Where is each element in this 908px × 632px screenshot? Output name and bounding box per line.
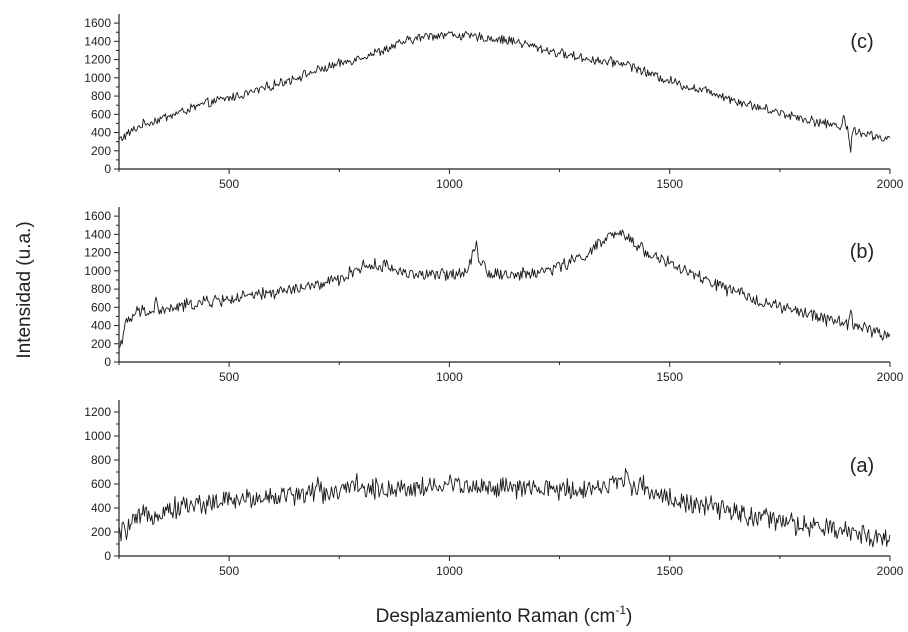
panel-a-x-tick-label: 500 [219,564,239,578]
panel-b-label: (b) [850,241,874,263]
panel-c-y-tick-label: 0 [104,162,111,176]
panel-b-x-tick-label: 1000 [436,370,463,384]
panel-b-y-tick-label: 1600 [84,209,111,223]
panel-b-x-tick-label: 500 [219,370,239,384]
panel-a-y-tick-label: 400 [91,501,111,515]
panel-a-y-tick-label: 0 [104,549,111,563]
panel-b-spectrum-line [118,229,891,348]
panel-c-x-tick-label: 1000 [436,177,463,191]
panel-c-y-tick-label: 200 [91,144,111,158]
panel-a-label: (a) [850,455,874,477]
panel-a-y-tick-label: 800 [91,453,111,467]
panel-b-y-tick-label: 1000 [84,264,111,278]
panel-c-x-tick-label: 2000 [877,177,904,191]
panel-a-x-tick-label: 1500 [656,564,683,578]
panel-c-x-tick-label: 1500 [656,177,683,191]
panel-b-y-tick-label: 400 [91,319,111,333]
panel-a-x-tick-label: 2000 [877,564,904,578]
panel-c: 0 200 400 600 800 1000 1200 1400 1600 500 1000 1500… [84,14,904,191]
panel-c-label: (c) [850,31,873,53]
panel-c-y-tick-label: 400 [91,126,111,140]
panel-c-y-tick-label: 600 [91,107,111,121]
panel-b-x-tick-label: 1500 [656,370,683,384]
x-axis-title-end: ) [626,606,632,627]
x-axis-title: Desplazamiento Raman (cm-1) [376,603,633,627]
panel-a-y-tick-label: 600 [91,477,111,491]
panel-b-y-tick-label: 0 [104,355,111,369]
x-axis-title-superscript: -1 [615,603,626,617]
panel-c-spectrum-line [118,30,891,153]
panels-group: 0 200 400 600 800 1000 1200 1400 1600 500 1000 1500… [84,14,904,578]
x-axis-title-main: Desplazamiento Raman (cm [376,606,616,627]
panel-b-y-tick-label: 800 [91,282,111,296]
panel-c-y-tick-label: 1400 [84,34,111,48]
panel-b-y-tick-label: 1400 [84,227,111,241]
panel-a: 0 200 400 600 800 1000 1200 500 1000 1500 2000 (a) [84,400,904,578]
panel-c-y-tick-label: 800 [91,89,111,103]
panel-a-spectrum-line [118,468,891,548]
panel-a-y-tick-label: 200 [91,525,111,539]
panel-b: 0 200 400 600 800 1000 1200 1400 1600 500 1000 1500… [84,207,904,384]
panel-a-y-tick-label: 1000 [84,429,111,443]
panel-a-x-tick-label: 1000 [436,564,463,578]
panel-b-y-tick-label: 600 [91,300,111,314]
panel-b-y-tick-label: 1200 [84,246,111,260]
panel-b-y-tick-label: 200 [91,337,111,351]
y-axis-title: Intensidad (u.a.) [14,221,35,358]
panel-c-y-tick-label: 1200 [84,53,111,67]
panel-c-y-tick-label: 1000 [84,71,111,85]
panel-c-x-tick-label: 500 [219,177,239,191]
panel-c-y-tick-label: 1600 [84,16,111,30]
panel-a-y-tick-label: 1200 [84,405,111,419]
panel-b-x-tick-label: 2000 [877,370,904,384]
